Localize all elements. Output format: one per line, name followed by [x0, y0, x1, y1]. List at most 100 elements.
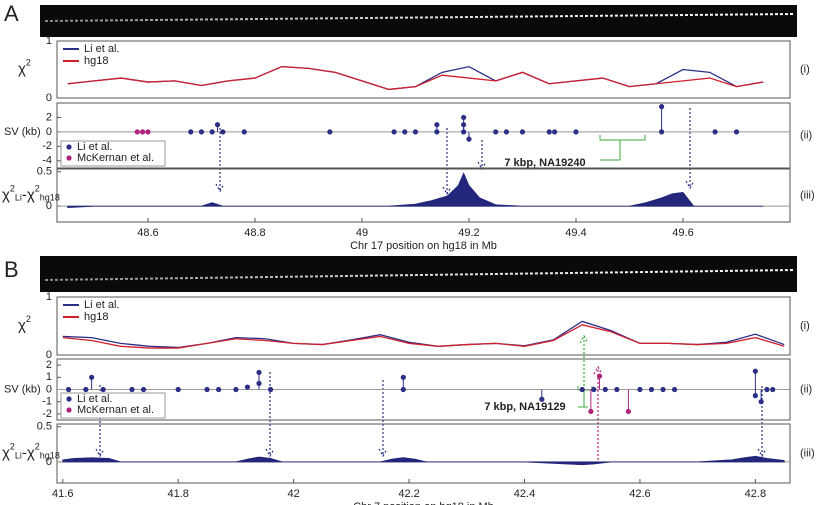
sv-point	[175, 386, 181, 393]
y-tick-label: -4	[42, 155, 52, 167]
sv-point	[198, 129, 205, 135]
plot-frame	[56, 168, 791, 223]
annotation: 7 kbp, NA19240	[504, 157, 585, 169]
legend-label: Li et al.	[84, 299, 119, 311]
sv-point	[658, 129, 665, 135]
x-tick-label: 42.4	[514, 488, 535, 500]
x-tick-label: 49.2	[458, 227, 479, 239]
x-tick-label: 41.8	[167, 488, 188, 500]
sv-point	[214, 122, 221, 128]
sv-point	[434, 122, 440, 128]
sv-point	[764, 386, 770, 393]
sv-point	[733, 129, 740, 135]
side-label: (i)	[800, 63, 810, 75]
y-axis-label-part: 2	[26, 58, 31, 68]
sv-point	[209, 129, 215, 135]
plot-frame	[56, 102, 791, 169]
x-tick-label: 42.8	[745, 488, 766, 500]
sv-point	[204, 386, 210, 393]
y-axis-label: χ2	[18, 314, 31, 334]
sv-point	[391, 129, 397, 135]
series-line	[67, 65, 764, 91]
y-tick-label: 0	[46, 456, 52, 468]
y-axis-label-part: hg18	[40, 451, 60, 461]
sv-point	[400, 386, 406, 393]
legend-label: Li et al.	[77, 393, 112, 405]
x-tick-label: 42.6	[629, 488, 650, 500]
y-axis-label-part: 2	[26, 314, 31, 324]
sv-point	[140, 129, 146, 135]
y-axis-label-part: Li	[15, 451, 22, 461]
sv-point	[466, 136, 472, 142]
y-tick-label: -2	[42, 140, 52, 152]
x-tick-label: 49	[356, 227, 368, 239]
sv-point	[503, 129, 510, 135]
panel-label: B	[4, 257, 19, 282]
x-tick-label: 41.6	[52, 488, 73, 500]
y-axis-label: χ2Li-χ2hg18	[2, 442, 60, 462]
sv-point	[551, 129, 558, 135]
y-axis-label-part: -χ	[22, 186, 35, 203]
sv-point	[461, 114, 467, 121]
sv-point	[658, 104, 665, 110]
side-label: (iii)	[800, 189, 815, 201]
y-tick-label: 1	[46, 35, 52, 47]
sv-point	[573, 129, 579, 135]
sv-point	[256, 369, 262, 376]
y-tick-label: 0	[46, 126, 52, 138]
sv-point	[625, 408, 631, 415]
sv-point	[100, 386, 106, 393]
y-axis-label-part: Li	[15, 193, 22, 203]
arrows	[95, 108, 767, 460]
sv-point	[758, 399, 764, 405]
side-label: (ii)	[800, 129, 812, 141]
y-axis-label-part: χ	[18, 317, 26, 334]
sv-point	[752, 393, 758, 399]
sv-point	[660, 386, 666, 393]
y-tick-label: 0	[46, 200, 52, 212]
y-tick-label: -2	[42, 408, 52, 420]
sv-point	[140, 386, 147, 393]
legend-swatch	[66, 396, 72, 402]
sv-point	[579, 386, 585, 393]
sv-point	[461, 129, 467, 135]
legend-label: Li et al.	[77, 141, 112, 153]
sv-point	[327, 129, 333, 135]
sv-point	[602, 386, 608, 393]
legend-label: McKernan et al.	[77, 404, 154, 416]
y-axis-label: SV (kb)	[4, 126, 41, 138]
y-axis-label-part: 2	[35, 184, 40, 194]
sv-point	[89, 374, 95, 380]
difference-area	[62, 455, 785, 466]
annotation-brackets	[577, 135, 646, 408]
sv-point	[637, 386, 643, 393]
y-tick-label: 2	[46, 111, 52, 123]
sv-point	[402, 129, 408, 135]
x-axis-label: Chr 7 position on hg18 in Mb	[353, 501, 494, 505]
legend-swatch	[66, 155, 72, 161]
sv-point	[596, 373, 603, 379]
y-axis-label: SV (kb)	[4, 383, 41, 395]
sv-point	[493, 129, 499, 135]
y-axis-label-part: hg18	[40, 193, 60, 203]
x-tick-label: 49.4	[565, 227, 586, 239]
y-tick-label: 0	[46, 349, 52, 361]
x-tick-label: 42.2	[398, 488, 419, 500]
legend-label: Li et al.	[84, 43, 119, 55]
y-tick-label: 0	[46, 383, 52, 395]
sv-point	[233, 386, 239, 393]
y-tick-label: -1	[42, 396, 52, 408]
sv-point	[267, 386, 274, 393]
legend-label: hg18	[84, 55, 108, 67]
legend-box	[60, 140, 166, 167]
y-tick-label: 0.5	[37, 166, 52, 178]
legend-box	[60, 392, 166, 419]
sv-point	[220, 129, 226, 135]
y-tick-label: 0.5	[37, 421, 52, 433]
y-axis-label: χ2	[18, 58, 31, 78]
dna-image-b	[40, 256, 797, 292]
sv-point	[519, 129, 526, 135]
sv-point	[671, 386, 678, 393]
x-axis-label: Chr 17 position on hg18 in Mb	[350, 240, 497, 252]
